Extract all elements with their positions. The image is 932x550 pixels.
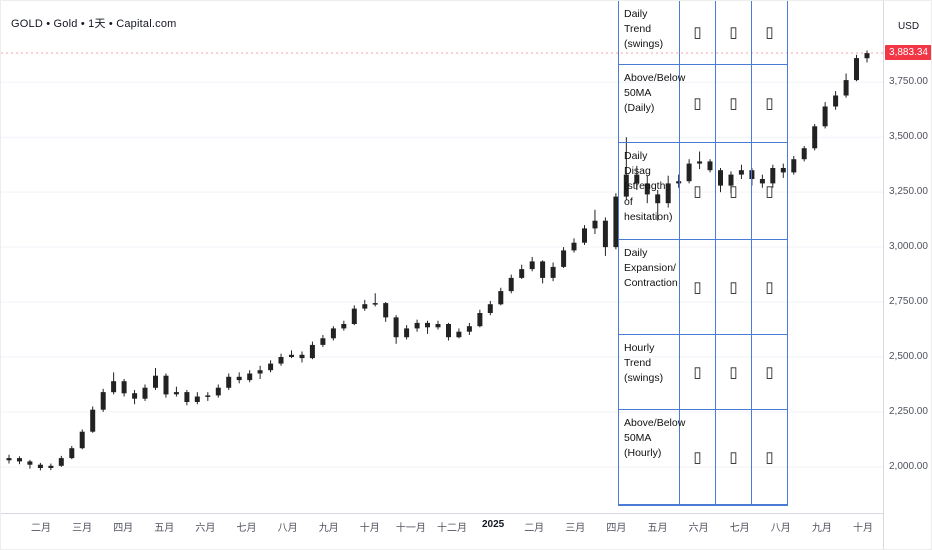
time-tick-label: 三月 [72, 523, 93, 534]
price-tick-label: 3,000.00 [889, 241, 928, 253]
signal-cell: ▯ [752, 240, 787, 334]
placeholder-glyph: ▯ [765, 448, 774, 466]
table-row: Above/Below 50MA (Daily) ▯ ▯ ▯ [619, 65, 787, 143]
time-tick-label: 十月 [359, 523, 380, 534]
signal-cell: ▯ [752, 143, 787, 239]
placeholder-glyph: ▯ [693, 278, 702, 296]
time-tick-label: 五月 [647, 523, 668, 534]
time-tick-label: 十一月 [395, 523, 426, 534]
table-row: Hourly Trend (swings) ▯ ▯ ▯ [619, 335, 787, 410]
last-price-badge: 3,883.34 [885, 45, 931, 60]
signal-table: Daily Trend (swings) ▯ ▯ ▯ Above/Below 50MA … [618, 1, 788, 506]
row-label: Hourly Trend (swings) [619, 335, 680, 409]
placeholder-glyph: ▯ [765, 278, 774, 296]
signal-cell: ▯ [752, 335, 787, 409]
time-tick-label: 十二月 [437, 523, 467, 534]
signal-cell: ▯ [680, 410, 716, 504]
row-label: Above/Below 50MA (Daily) [619, 65, 685, 142]
time-tick-label: 十月 [853, 523, 873, 534]
currency-label: USD [897, 21, 920, 32]
placeholder-glyph: ▯ [693, 448, 702, 466]
table-row: Daily Disag (strength of hesitation) ▯ ▯ ▯ [619, 143, 787, 240]
price-tick-label: 2,500.00 [889, 350, 928, 362]
price-tick-label: 2,750.00 [889, 296, 928, 308]
placeholder-glyph: ▯ [729, 182, 738, 200]
signal-cell: ▯ [680, 240, 716, 334]
time-tick-label: 2025 [481, 519, 505, 530]
signal-cell: ▯ [680, 335, 716, 409]
chart-legend[interactable]: GOLD • Gold • 1天 • Capital.com [11, 18, 177, 30]
signal-cell: ▯ [716, 240, 752, 334]
time-tick-label: 三月 [565, 523, 586, 534]
placeholder-glyph: ▯ [729, 448, 738, 466]
row-label: Above/Below 50MA (Hourly) [619, 410, 685, 504]
placeholder-glyph: ▯ [729, 24, 738, 41]
placeholder-glyph: ▯ [729, 278, 738, 296]
time-tick-label: 八月 [277, 523, 298, 534]
time-tick-label: 五月 [154, 523, 175, 534]
signal-cell: ▯ [680, 1, 716, 64]
placeholder-glyph: ▯ [693, 182, 702, 200]
candlestick-plot[interactable] [1, 1, 883, 513]
time-tick-label: 九月 [318, 523, 339, 534]
time-tick-label: 九月 [811, 523, 832, 534]
price-chart[interactable]: GOLD • Gold • 1天 • Capital.com Daily Tre… [1, 1, 883, 513]
time-tick-label: 四月 [113, 523, 134, 534]
signal-cell: ▯ [716, 335, 752, 409]
table-row: Daily Expansion/ Contraction ▯ ▯ ▯ [619, 240, 787, 335]
signal-cell: ▯ [752, 1, 787, 64]
placeholder-glyph: ▯ [729, 363, 738, 381]
signal-cell: ▯ [752, 410, 787, 504]
price-tick-label: 3,500.00 [889, 131, 928, 143]
signal-cell: ▯ [752, 65, 787, 142]
time-tick-label: 八月 [770, 523, 791, 534]
row-label: Daily Trend (swings) [619, 1, 680, 64]
time-tick-label: 四月 [606, 523, 627, 534]
time-tick-label: 六月 [688, 523, 709, 534]
signal-cell: ▯ [680, 65, 716, 142]
placeholder-glyph: ▯ [765, 95, 774, 112]
time-tick-label: 七月 [729, 523, 750, 534]
placeholder-glyph: ▯ [765, 24, 774, 41]
time-tick-label: 六月 [195, 523, 216, 534]
price-tick-label: 2,250.00 [889, 405, 928, 417]
time-tick-label: 二月 [31, 523, 51, 534]
price-tick-label: 2,000.00 [889, 460, 928, 472]
signal-cell: ▯ [716, 1, 752, 64]
placeholder-glyph: ▯ [729, 95, 738, 112]
placeholder-glyph: ▯ [693, 95, 702, 112]
signal-cell: ▯ [716, 143, 752, 239]
signal-cell: ▯ [716, 65, 752, 142]
row-label: Daily Disag (strength of hesitation) [619, 143, 680, 239]
table-row: Above/Below 50MA (Hourly) ▯ ▯ ▯ [619, 410, 787, 505]
time-tick-label: 七月 [236, 523, 257, 534]
row-label: Daily Expansion/ Contraction [619, 240, 680, 334]
price-tick-label: 3,250.00 [889, 186, 928, 198]
price-tick-label: 3,750.00 [889, 76, 928, 88]
signal-cell: ▯ [680, 143, 716, 239]
price-axis[interactable]: USD 3,883.34 3,750.00 3,500.00 3,250.00 3,0… [883, 1, 931, 549]
placeholder-glyph: ▯ [765, 182, 774, 200]
placeholder-glyph: ▯ [693, 363, 702, 381]
time-tick-label: 二月 [524, 523, 545, 534]
placeholder-glyph: ▯ [693, 24, 702, 41]
signal-cell: ▯ [716, 410, 752, 504]
placeholder-glyph: ▯ [765, 363, 774, 381]
time-axis[interactable]: 二月 三月 四月 五月 六月 七月 八月 九月 十月 十一月 十二月 2025 二月 三月 四月 五月 六月 七月… [1, 513, 883, 549]
table-row: Daily Trend (swings) ▯ ▯ ▯ [619, 1, 787, 65]
